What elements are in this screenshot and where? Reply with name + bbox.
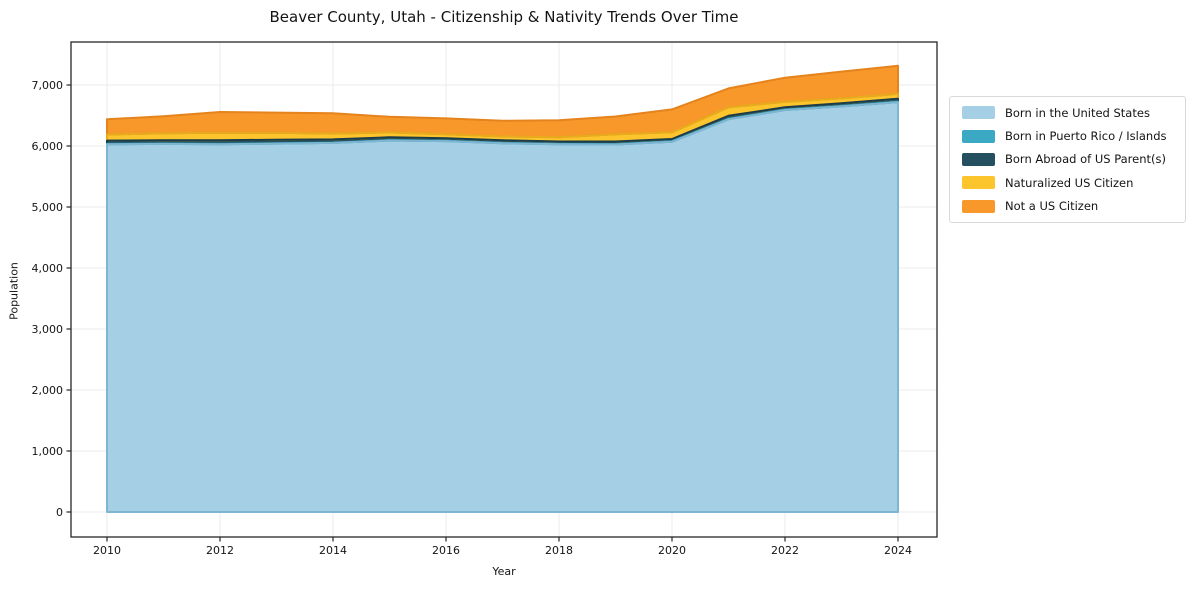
area-edge-born-in-the-united-states [106,101,899,513]
legend-item-born-in-puerto-rico-islands: Born in Puerto Rico / Islands [950,124,1185,147]
legend-item-naturalized-us-citizen: Naturalized US Citizen [950,171,1185,194]
legend-label: Naturalized US Citizen [1005,175,1134,190]
legend-label: Not a US Citizen [1005,199,1099,214]
x-tick-label: 2016 [432,544,460,557]
legend-label: Born in Puerto Rico / Islands [1005,129,1167,144]
legend-swatch-icon [962,106,995,120]
x-tick-label: 2018 [545,544,573,557]
x-tick-label: 2024 [884,544,912,557]
y-tick-label: 5,000 [32,201,64,214]
x-tick-label: 2010 [93,544,121,557]
y-tick-label: 3,000 [32,323,64,336]
y-tick-label: 4,000 [32,262,64,275]
y-tick-label: 1,000 [32,445,64,458]
legend-item-born-abroad-of-us-parent-s: Born Abroad of US Parent(s) [950,148,1185,171]
x-tick-label: 2014 [319,544,347,557]
area-naturalized-us-citizen [107,93,898,142]
legend-swatch-icon [962,176,995,190]
legend: Born in the United States Born in Puerto … [949,96,1186,223]
y-tick-label: 0 [56,506,63,519]
chart-title: Beaver County, Utah - Citizenship & Nati… [269,8,739,26]
legend-swatch-icon [962,129,995,143]
legend-item-not-a-us-citizen: Not a US Citizen [950,195,1185,218]
y-tick-label: 7,000 [32,79,64,92]
legend-swatch-icon [962,199,995,213]
legend-swatch-icon [962,152,995,166]
legend-label: Born in the United States [1005,105,1150,120]
legend-item-born-in-the-united-states: Born in the United States [950,101,1185,124]
x-axis-label: Year [492,565,516,578]
stacked-areas [106,64,899,513]
plot-border [70,41,938,538]
y-tick-label: 2,000 [32,384,64,397]
x-tick-label: 2012 [206,544,234,557]
legend-label: Born Abroad of US Parent(s) [1005,152,1166,167]
y-tick-label: 6,000 [32,140,64,153]
x-tick-label: 2022 [771,544,799,557]
area-born-in-the-united-states [107,102,898,512]
x-tick-label: 2020 [658,544,686,557]
